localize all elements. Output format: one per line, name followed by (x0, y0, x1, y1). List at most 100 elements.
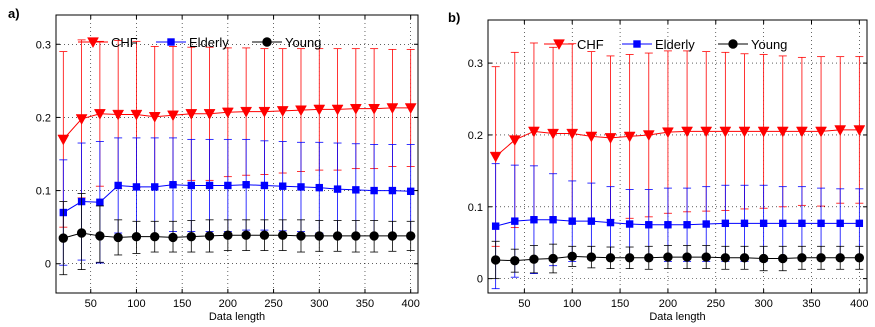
x-tick-label: 200 (219, 298, 237, 310)
point-elderly (798, 219, 806, 228)
series-chf (489, 42, 866, 247)
point-chf (681, 126, 693, 138)
point-elderly (187, 181, 195, 190)
point-elderly (333, 185, 342, 193)
legend-marker-elderly (167, 38, 175, 46)
point-chf (566, 128, 579, 140)
point-chf (528, 126, 540, 138)
point-young (701, 252, 711, 262)
point-elderly (242, 181, 250, 189)
x-tick-label: 50 (518, 298, 530, 310)
point-young (405, 231, 416, 241)
point-young (644, 253, 654, 263)
y-tick-label: 0.2 (36, 112, 51, 124)
point-young (510, 255, 520, 266)
point-chf (313, 104, 326, 116)
y-tick-label: 0.2 (468, 130, 483, 142)
point-chf (776, 126, 789, 138)
x-tick-label: 250 (707, 298, 725, 310)
point-elderly (260, 181, 269, 190)
point-young (387, 231, 398, 241)
point-elderly (855, 219, 864, 228)
point-elderly (606, 218, 615, 227)
point-chf (738, 126, 751, 138)
point-young (605, 253, 616, 263)
point-young (663, 252, 673, 262)
point-young (351, 231, 361, 241)
point-young (816, 253, 826, 263)
point-elderly (151, 183, 159, 191)
point-chf (368, 103, 381, 115)
point-chf (221, 107, 234, 119)
point-chf (349, 103, 362, 115)
y-tick-label: 0.1 (36, 186, 51, 198)
point-young (259, 230, 270, 240)
point-young (529, 254, 539, 264)
legend-label-young: Young (285, 35, 321, 50)
legend-marker-young (262, 37, 272, 47)
panel-label: b) (448, 10, 460, 25)
x-tick-label: 150 (173, 298, 191, 310)
point-elderly (683, 221, 691, 229)
point-elderly (549, 216, 557, 224)
legend-marker-chf (87, 37, 99, 49)
point-chf (276, 106, 289, 117)
point-elderly (279, 182, 287, 190)
legend-marker-chf (553, 39, 565, 51)
point-elderly (664, 221, 672, 229)
point-chf (203, 109, 216, 120)
point-young (76, 228, 87, 238)
point-elderly (297, 183, 305, 191)
legend-label-chf: CHF (577, 37, 604, 52)
point-chf (185, 109, 198, 120)
point-elderly (759, 219, 768, 228)
y-tick-label: 0.1 (468, 202, 483, 214)
point-young (332, 231, 343, 241)
point-chf (75, 114, 88, 125)
point-chf (547, 128, 560, 140)
point-young (278, 230, 288, 240)
point-chf (719, 126, 732, 138)
point-young (835, 253, 845, 263)
point-young (58, 233, 69, 243)
point-chf (404, 103, 417, 114)
point-young (739, 253, 750, 263)
point-elderly (625, 220, 634, 228)
panel-a: a) 50 100 150 200 250 300 350 400 0 0.1 0.2 0.3 Data … (8, 6, 420, 323)
legend: CHF Elderly Young (78, 35, 321, 50)
point-elderly (205, 181, 214, 190)
data-layer (489, 42, 866, 290)
legend-label-elderly: Elderly (189, 35, 229, 50)
point-young (168, 232, 178, 243)
point-elderly (587, 217, 596, 225)
legend: CHF Elderly Young (544, 37, 787, 52)
point-elderly (132, 183, 141, 191)
point-elderly (406, 187, 415, 196)
series-young (58, 193, 416, 276)
point-chf (240, 106, 253, 118)
point-chf (623, 131, 636, 143)
point-young (624, 253, 635, 263)
point-young (296, 231, 306, 241)
point-chf (662, 127, 674, 139)
x-tick-label: 200 (659, 298, 677, 310)
point-elderly (114, 181, 122, 190)
x-tick-label: 350 (802, 298, 820, 310)
point-chf (604, 133, 617, 144)
point-elderly (779, 219, 787, 228)
point-young (586, 252, 597, 262)
legend-marker-young (728, 39, 738, 49)
point-chf (295, 105, 307, 117)
point-chf (258, 106, 271, 118)
point-elderly (352, 186, 360, 194)
point-elderly (96, 198, 104, 206)
point-elderly (511, 217, 519, 225)
point-chf (57, 134, 70, 146)
point-chf (700, 126, 713, 138)
series-young (490, 240, 865, 280)
legend-marker-elderly (633, 40, 641, 48)
point-chf (815, 126, 827, 138)
data-layer (57, 39, 417, 276)
point-young (150, 231, 160, 242)
